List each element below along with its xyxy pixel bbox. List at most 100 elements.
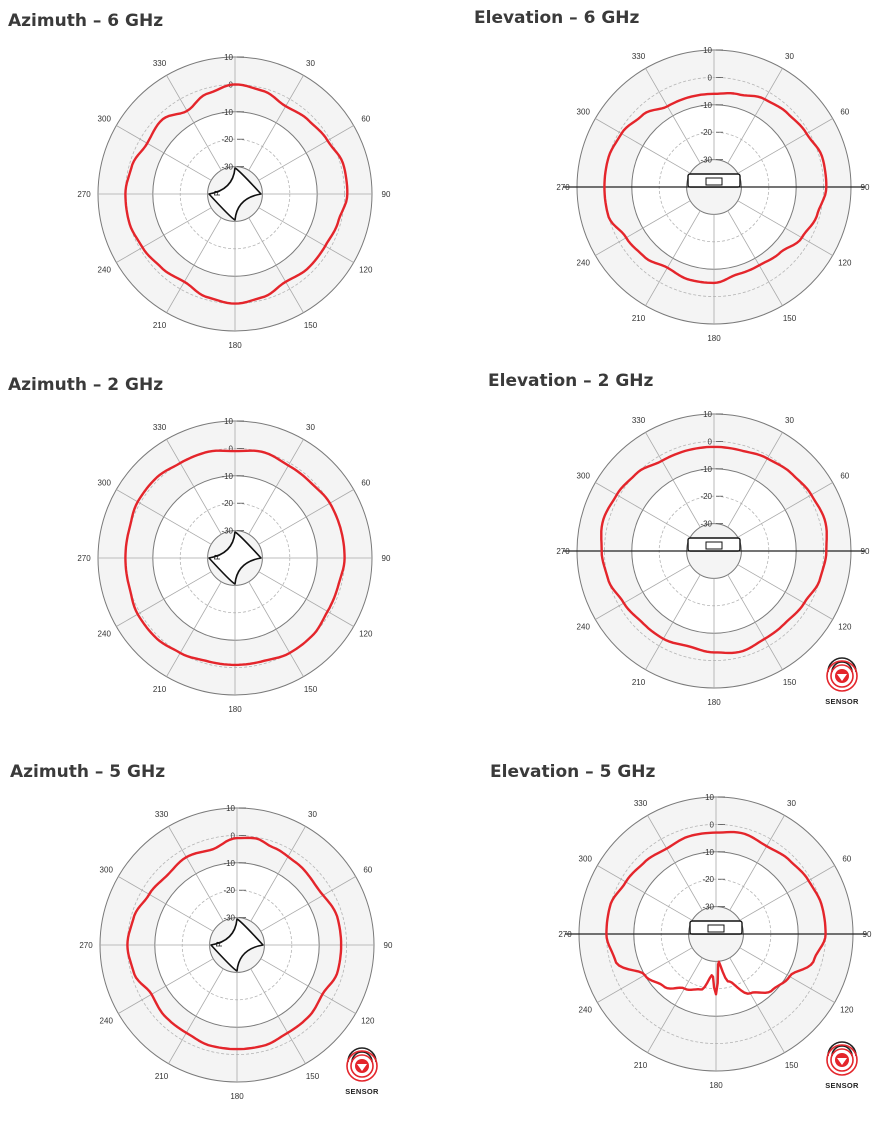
angle-tick-label: 150 xyxy=(783,314,797,323)
angle-tick-label: 210 xyxy=(155,1072,169,1081)
device-icon xyxy=(210,918,264,972)
radial-tick-label: -30 xyxy=(702,903,714,912)
sensor-label: SENSOR xyxy=(345,1087,379,1096)
angle-tick-label: 210 xyxy=(153,321,167,330)
polar-spoke xyxy=(595,200,691,256)
radial-tick-label: 10 xyxy=(705,793,714,802)
angle-tick-label: 150 xyxy=(306,1072,320,1081)
polar-spoke xyxy=(250,826,306,922)
angle-tick-label: 90 xyxy=(382,554,391,563)
polar-spoke xyxy=(739,947,835,1003)
polar-spoke xyxy=(737,482,833,538)
angle-tick-label: 240 xyxy=(98,266,112,275)
radiation-pattern-line xyxy=(124,83,349,305)
angle-tick-label: 60 xyxy=(840,472,849,481)
radial-tick-label: -30 xyxy=(221,163,233,172)
angle-tick-label: 210 xyxy=(632,678,646,687)
angle-tick-label: 300 xyxy=(98,479,112,488)
polar-spoke xyxy=(727,68,783,164)
angle-tick-label: 120 xyxy=(840,1006,854,1015)
radial-tick-label: 0 xyxy=(708,437,713,446)
polar-spoke xyxy=(166,75,222,171)
polar-spoke xyxy=(116,207,212,263)
radial-tick-label: 0 xyxy=(229,444,234,453)
polar-spoke xyxy=(645,574,701,670)
polar-spoke xyxy=(737,200,833,256)
polar-plot-elevation-5ghz: 306090120150180210240270300330100-10-20-… xyxy=(558,793,872,1090)
angle-tick-label: 180 xyxy=(707,334,721,343)
radial-tick-label: 10 xyxy=(703,46,712,55)
polar-plot-elevation-6ghz: 306090120150180210240270300330100-10-20-… xyxy=(556,46,870,343)
polar-spoke xyxy=(168,968,224,1064)
sensor-icon xyxy=(346,1047,378,1082)
radial-tick-label: 0 xyxy=(710,820,715,829)
chart-title-az-2ghz: Azimuth – 2 GHz xyxy=(8,375,164,395)
angle-tick-label: 210 xyxy=(632,314,646,323)
polar-spoke xyxy=(168,826,224,922)
angle-tick-label: 240 xyxy=(100,1017,114,1026)
angle-tick-label: 30 xyxy=(308,810,317,819)
device-port-icon xyxy=(705,541,723,550)
angle-tick-label: 330 xyxy=(632,52,646,61)
angle-tick-label: 30 xyxy=(306,423,315,432)
sensor-logo-2ghz: SENSOR xyxy=(820,656,864,706)
radial-tick-label: -10 xyxy=(223,859,235,868)
angle-tick-label: 120 xyxy=(838,623,852,632)
polar-spoke xyxy=(260,958,356,1014)
polar-spoke xyxy=(166,439,222,535)
polar-spoke xyxy=(645,210,701,306)
device-label: R xyxy=(213,554,222,560)
radial-tick-label: -10 xyxy=(221,472,233,481)
radial-tick-label: -30 xyxy=(700,156,712,165)
radiation-pattern-line xyxy=(603,92,828,285)
sensor-logo-el-5ghz: SENSOR xyxy=(820,1040,864,1090)
polar-spoke xyxy=(729,957,785,1053)
sensor-label: SENSOR xyxy=(825,697,859,706)
angle-tick-label: 150 xyxy=(304,685,318,694)
radial-tick-label: -20 xyxy=(700,492,712,501)
angle-tick-label: 150 xyxy=(304,321,318,330)
angle-tick-label: 330 xyxy=(155,810,169,819)
radial-tick-label: 10 xyxy=(226,804,235,813)
chart-title-el-6ghz: Elevation – 6 GHz xyxy=(474,8,640,28)
angle-tick-label: 240 xyxy=(577,259,591,268)
polar-spoke xyxy=(727,210,783,306)
device-icon xyxy=(208,531,262,585)
radiation-pattern-line xyxy=(124,449,346,667)
radial-tick-label: -20 xyxy=(700,128,712,137)
sensor-logo-az-5ghz: SENSOR xyxy=(340,1046,384,1096)
angle-tick-label: 30 xyxy=(306,59,315,68)
radial-tick-label: -10 xyxy=(700,465,712,474)
polar-spoke xyxy=(248,217,304,313)
polar-spoke xyxy=(258,125,354,181)
polar-spoke xyxy=(595,482,691,538)
angle-tick-label: 90 xyxy=(861,183,870,192)
radial-tick-label: -10 xyxy=(702,848,714,857)
radiation-pattern-line xyxy=(600,445,828,655)
polar-spoke xyxy=(248,439,304,535)
angle-tick-label: 150 xyxy=(785,1061,799,1070)
angle-tick-label: 240 xyxy=(98,630,112,639)
polar-plot-azimuth-5ghz: 30 60 90 120 150 180 210 240 270 300 330 10 0 -10 -20 -… xyxy=(79,804,393,1101)
angle-tick-label: 150 xyxy=(783,678,797,687)
polar-spoke xyxy=(647,957,703,1053)
angle-tick-label: 30 xyxy=(785,416,794,425)
angle-tick-label: 60 xyxy=(361,479,370,488)
polar-spoke xyxy=(118,958,214,1014)
angle-tick-label: 120 xyxy=(359,266,373,275)
polar-plot-azimuth-2ghz: 30 60 90 120 150 180 210 240 270 300 330 10 0 -10 -20 -… xyxy=(77,417,391,714)
polar-spoke xyxy=(166,581,222,677)
angle-tick-label: 210 xyxy=(634,1061,648,1070)
angle-tick-label: 180 xyxy=(228,341,242,350)
polar-spoke xyxy=(739,865,835,921)
radial-tick-label: 0 xyxy=(231,831,236,840)
polar-spoke xyxy=(116,125,212,181)
angle-tick-label: 60 xyxy=(840,108,849,117)
polar-plot-azimuth-6ghz: 306090120150180210240270300330100-10-20-… xyxy=(77,53,391,350)
sensor-icon xyxy=(826,1041,858,1076)
sensor-label: SENSOR xyxy=(825,1081,859,1090)
angle-tick-label: 120 xyxy=(361,1017,375,1026)
polar-spoke xyxy=(116,489,212,545)
chart-title-az-5ghz: Azimuth – 5 GHz xyxy=(10,762,166,782)
polar-spoke xyxy=(727,574,783,670)
